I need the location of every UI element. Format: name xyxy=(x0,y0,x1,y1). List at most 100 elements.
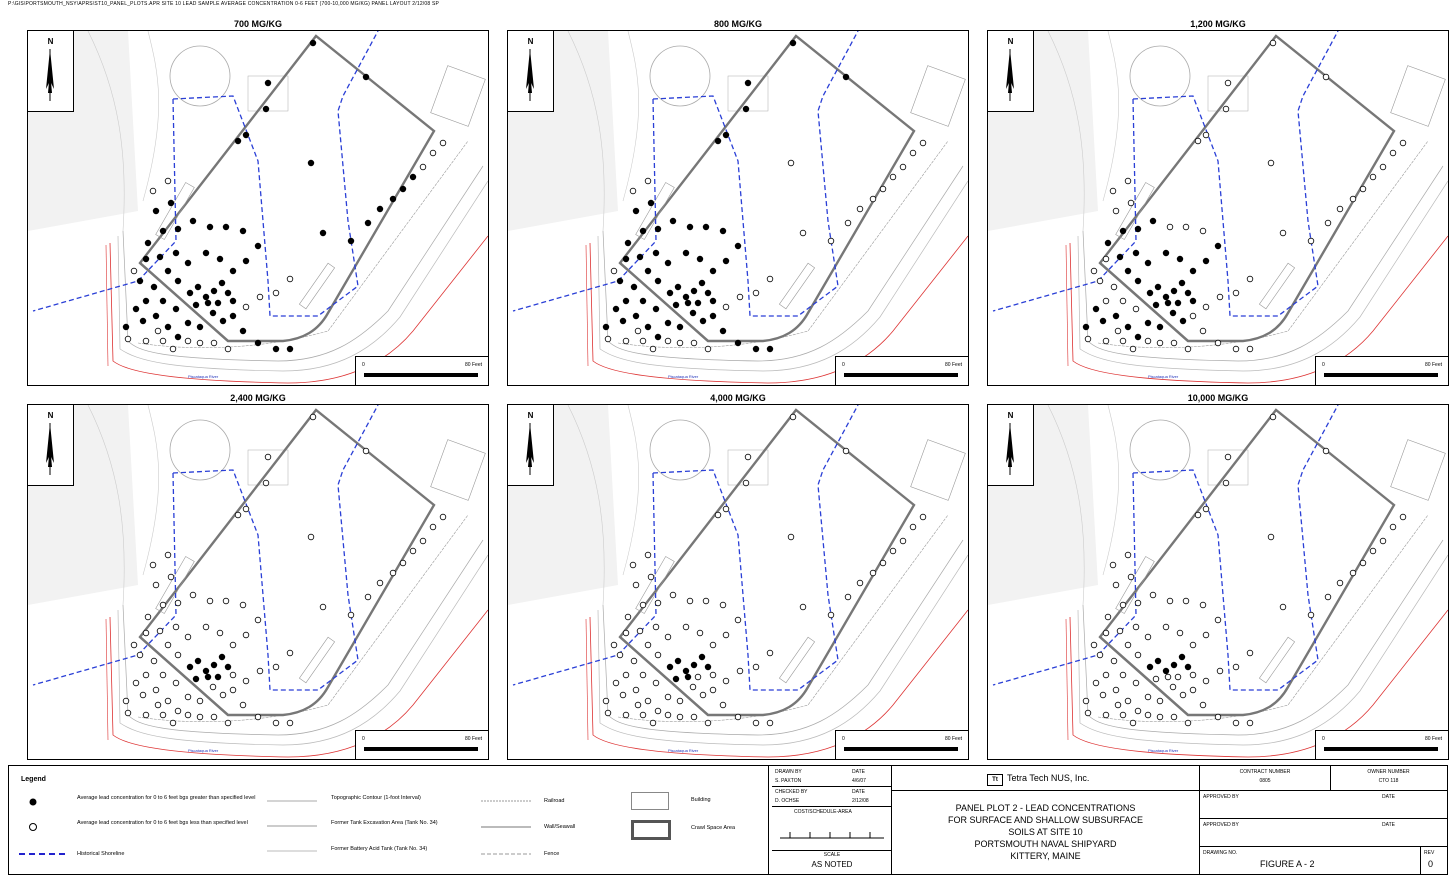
sample-point-above xyxy=(622,255,630,263)
sample-point-above xyxy=(242,257,250,265)
sample-point-below xyxy=(189,591,197,599)
sample-point-above xyxy=(652,305,660,313)
sample-point-above xyxy=(202,293,210,301)
sample-point-above xyxy=(307,159,315,167)
sample-point-below xyxy=(1156,339,1164,347)
sample-point-above xyxy=(666,663,674,671)
sample-point-below xyxy=(272,719,280,727)
company-name: Tetra Tech NUS, Inc. xyxy=(1007,773,1090,783)
site-map xyxy=(508,31,968,384)
approved-by-label: APPROVED BY xyxy=(1203,822,1239,828)
sample-point-below xyxy=(130,641,138,649)
sample-point-below xyxy=(1102,297,1110,305)
sample-point-below xyxy=(699,691,707,699)
sample-point-below xyxy=(1399,139,1407,147)
legend-title: Legend xyxy=(21,776,46,783)
sample-point-below xyxy=(1349,195,1357,203)
sample-point-above xyxy=(186,289,194,297)
sample-point-below xyxy=(1119,297,1127,305)
sample-point-above xyxy=(1170,287,1178,295)
sample-point-below xyxy=(1112,207,1120,215)
sample-point-below xyxy=(1119,671,1127,679)
sample-point-below xyxy=(639,337,647,345)
sample-point-below xyxy=(709,641,717,649)
sample-point-below xyxy=(1102,337,1110,345)
legend-item: Crawl Space Area xyxy=(691,825,736,831)
sample-point-below xyxy=(1324,219,1332,227)
sample-point-above xyxy=(204,673,212,681)
sample-point-below xyxy=(239,601,247,609)
sample-point-below xyxy=(616,651,624,659)
sample-point-below xyxy=(1132,305,1140,313)
sample-point-below xyxy=(1116,627,1124,635)
approved-date-label: DATE xyxy=(1382,822,1395,828)
sample-point-above xyxy=(690,287,698,295)
sample-point-above xyxy=(672,301,680,309)
sample-point-below xyxy=(150,657,158,665)
sample-point-below xyxy=(690,339,698,347)
sample-point-above xyxy=(702,223,710,231)
sample-point-below xyxy=(1199,227,1207,235)
sample-point-below xyxy=(229,686,237,694)
sample-point-below xyxy=(1379,537,1387,545)
sample-point-below xyxy=(909,523,917,531)
sample-point-below xyxy=(364,593,372,601)
scale-zero: 0 xyxy=(842,362,845,368)
sample-point-above xyxy=(159,227,167,235)
scale-zero: 0 xyxy=(842,736,845,742)
sample-point-below xyxy=(206,597,214,605)
sample-point-below xyxy=(1109,187,1117,195)
wall-line-icon xyxy=(481,826,531,828)
sample-point-below xyxy=(634,701,642,709)
sample-point-above xyxy=(1164,299,1172,307)
sample-point-below xyxy=(159,671,167,679)
sample-point-below xyxy=(242,677,250,685)
map-panel: 700 MG/KG N 0 80 Feet Piscataqua River xyxy=(27,19,489,386)
sample-point-below xyxy=(1102,255,1110,263)
title-line: SOILS AT SITE 10 xyxy=(1008,827,1083,837)
sample-point-below xyxy=(752,289,760,297)
north-label: N xyxy=(527,37,534,46)
sample-point-below xyxy=(1092,679,1100,687)
sample-point-above xyxy=(219,317,227,325)
sample-point-above xyxy=(362,73,370,81)
legend-item: Historical Shoreline xyxy=(77,851,125,857)
sample-point-below xyxy=(1144,711,1152,719)
sample-point-below xyxy=(1214,713,1222,721)
sample-point-below xyxy=(1179,691,1187,699)
title-line: KITTERY, MAINE xyxy=(1010,851,1081,861)
north-arrow-icon xyxy=(1006,49,1014,101)
sample-point-above xyxy=(719,227,727,235)
north-arrow-icon xyxy=(526,49,534,101)
sample-point-above xyxy=(224,663,232,671)
sample-point-below xyxy=(682,623,690,631)
sample-point-above xyxy=(218,653,226,661)
sample-point-below xyxy=(639,671,647,679)
sample-point-below xyxy=(719,601,727,609)
sample-point-below xyxy=(1189,686,1197,694)
sample-point-above xyxy=(189,217,197,225)
sample-point-below xyxy=(899,537,907,545)
sample-point-below xyxy=(1102,711,1110,719)
sample-point-below xyxy=(202,623,210,631)
sample-point-above xyxy=(229,267,237,275)
sample-point-below xyxy=(744,453,752,461)
drawn-date: 4/6/07 xyxy=(852,778,866,784)
sample-point-above xyxy=(1169,309,1177,317)
sample-point-below xyxy=(362,447,370,455)
sample-point-below xyxy=(1189,312,1197,320)
sample-point-below xyxy=(429,523,437,531)
sample-point-below xyxy=(827,237,835,245)
sample-point-below xyxy=(1232,663,1240,671)
sample-point-below xyxy=(856,579,864,587)
scale-end: 80 Feet xyxy=(945,736,962,742)
sample-point-above xyxy=(152,312,160,320)
drawn-by: S. PAXTON xyxy=(775,778,802,784)
sample-point-above xyxy=(122,323,130,331)
legend-item: Average lead concentration for 0 to 6 fe… xyxy=(77,820,248,826)
sample-point-below xyxy=(1129,345,1137,353)
sample-point-above xyxy=(742,105,750,113)
sample-point-above xyxy=(766,345,774,353)
sample-point-below xyxy=(389,569,397,577)
sample-point-below xyxy=(439,139,447,147)
